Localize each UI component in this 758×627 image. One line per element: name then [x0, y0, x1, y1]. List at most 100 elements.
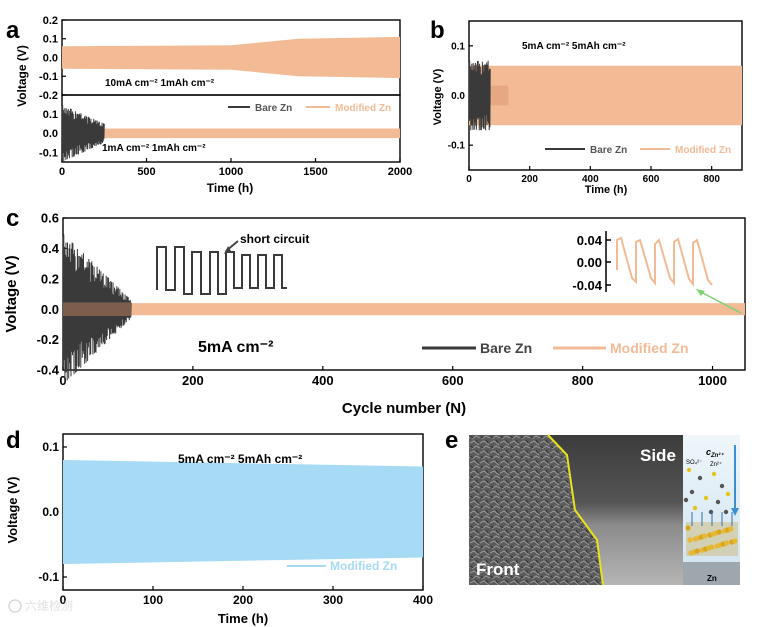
x-tick-label: 0 [60, 593, 67, 607]
ion-particle [708, 509, 714, 515]
legend-label-modified: Modified Zn [610, 340, 689, 356]
ion-particle [723, 509, 729, 515]
panel-d-ylabel: Voltage (V) [5, 477, 20, 544]
ion-particles [683, 467, 731, 515]
x-tick-label: 500 [137, 166, 155, 178]
panel-c-plot: 0 200 400 600 800 1000 0.6 0.4 0.2 0.0 -0.2 -0.4 [37, 211, 746, 388]
inset-pointer-arrowhead [696, 289, 705, 296]
panel-a-ylabel: Voltage (V) [15, 45, 29, 107]
x-tick-label: 0 [466, 174, 472, 185]
x-tick-label: 600 [643, 174, 660, 185]
x-tick-label: 1000 [698, 373, 727, 388]
x-tick-label: 200 [521, 174, 538, 185]
y-tick-label: -0.1 [39, 147, 58, 159]
panel-d-legend: Modified Zn [287, 559, 397, 573]
ion-particle [689, 489, 695, 495]
panel-a-bottom-plot: 0 500 1000 1500 2000 0.1 0.0 -0.1 [39, 94, 412, 178]
sei-crystal [709, 544, 715, 550]
ion-particle [683, 497, 689, 503]
panel-a-bottom-annotation: 1mA cm⁻² 1mAh cm⁻² [102, 143, 206, 154]
sei-crystal [702, 533, 708, 539]
zinc-ion-label: Zn²⁺ [710, 461, 722, 468]
y-tick-label: -0.1 [39, 71, 58, 83]
y-tick-label: -0.4 [37, 363, 60, 378]
side-label: Side [640, 446, 676, 465]
short-circuit-arrowhead [224, 246, 231, 254]
panel-label-d: d [6, 427, 21, 454]
sei-crystal [732, 538, 738, 544]
series-bare-zn-line [61, 105, 105, 162]
x-tick-label: 600 [442, 373, 464, 388]
legend-label-bare: Bare Zn [590, 145, 627, 156]
panel-label-a: a [6, 17, 20, 44]
inset-square-wave [156, 246, 287, 295]
panel-e-sem-image: Side Front [469, 434, 683, 586]
watermark: 六维检测 [8, 598, 73, 613]
x-tick-label: 1500 [303, 166, 327, 178]
x-tick-label: 2000 [388, 166, 412, 178]
sulfate-label: SO₄²⁻ [686, 460, 702, 466]
panel-label-c: c [6, 205, 19, 232]
legend-label-modified: Modified Zn [335, 103, 391, 114]
x-tick-label: 400 [582, 174, 599, 185]
inset-pointer-arrow [698, 290, 742, 314]
panel-c-inset-bare: short circuit [156, 232, 309, 295]
series-modified-zn-early [63, 302, 132, 316]
x-tick-label: 200 [233, 593, 253, 607]
x-tick-label: 100 [143, 593, 163, 607]
ion-particle [697, 475, 703, 481]
inset-tick-label: 0.00 [577, 255, 602, 270]
y-tick-label: 0.2 [41, 271, 59, 286]
y-tick-label: 0.1 [42, 440, 59, 454]
panel-b-annotation: 5mA cm⁻² 5mAh cm⁻² [522, 41, 626, 52]
legend-label-bare: Bare Zn [480, 340, 532, 356]
ion-particle [703, 495, 709, 501]
sei-crystal [723, 540, 730, 546]
y-tick-label: 0.1 [451, 41, 465, 52]
front-label: Front [476, 560, 520, 579]
panel-e-schematic: cZn²⁺ SO₄²⁻ Zn²⁺ Zn [683, 435, 740, 585]
series-modified-zn-band [63, 303, 745, 316]
panel-label-b: b [430, 17, 445, 44]
interface-line [547, 434, 604, 586]
y-tick-label: 0.2 [43, 15, 58, 27]
x-tick-label: 800 [572, 373, 594, 388]
inset-modified-wave [616, 236, 713, 287]
panel-a-top-annotation: 10mA cm⁻² 1mAh cm⁻² [105, 78, 215, 89]
y-tick-label: 0.1 [43, 34, 58, 46]
sei-crystal [716, 529, 722, 535]
panel-c-annotation: 5mA cm⁻² [198, 339, 273, 356]
panel-a-top-plot: 0.2 0.1 0.0 -0.1 -0.2 [39, 15, 401, 102]
legend-label-modified: Modified Zn [330, 559, 397, 573]
series-modified-zn-band [63, 460, 423, 564]
zinc-substrate [683, 562, 740, 585]
y-tick-label: 0.0 [41, 302, 59, 317]
panel-a-xlabel: Time (h) [207, 181, 253, 195]
panel-c-ylabel: Voltage (V) [3, 255, 20, 332]
legend-label-bare: Bare Zn [255, 103, 292, 114]
ion-particle [715, 499, 721, 505]
panel-d-xlabel: Time (h) [218, 611, 268, 626]
panel-b-ylabel: Voltage (V) [432, 68, 444, 125]
panel-c-legend: Bare Zn Modified Zn [422, 340, 689, 356]
y-tick-label: -0.2 [37, 332, 59, 347]
series-bare-zn-line [62, 234, 132, 384]
x-tick-label: 300 [323, 593, 343, 607]
x-tick-label: 400 [413, 593, 433, 607]
sei-crystal [685, 525, 691, 531]
sei-crystal [687, 537, 693, 543]
watermark-icon [8, 599, 22, 613]
panel-b-plot: 0 200 400 600 800 0.1 0.0 -0.1 [448, 20, 743, 185]
panel-a-legend: Bare Zn Modified Zn [228, 103, 391, 114]
series-modified-zn-band [62, 36, 400, 79]
inset-tick-label: -0.04 [572, 278, 602, 293]
x-tick-label: 1000 [219, 166, 243, 178]
series-modified-zn-band [469, 65, 742, 126]
panel-d-annotation: 5mA cm⁻² 5mAh cm⁻² [178, 452, 302, 466]
sei-crystals [685, 512, 738, 556]
legend-label-modified: Modified Zn [675, 145, 731, 156]
y-tick-label: 0.6 [41, 211, 59, 226]
concentration-arrowhead [731, 508, 739, 516]
x-tick-label: 200 [182, 373, 204, 388]
